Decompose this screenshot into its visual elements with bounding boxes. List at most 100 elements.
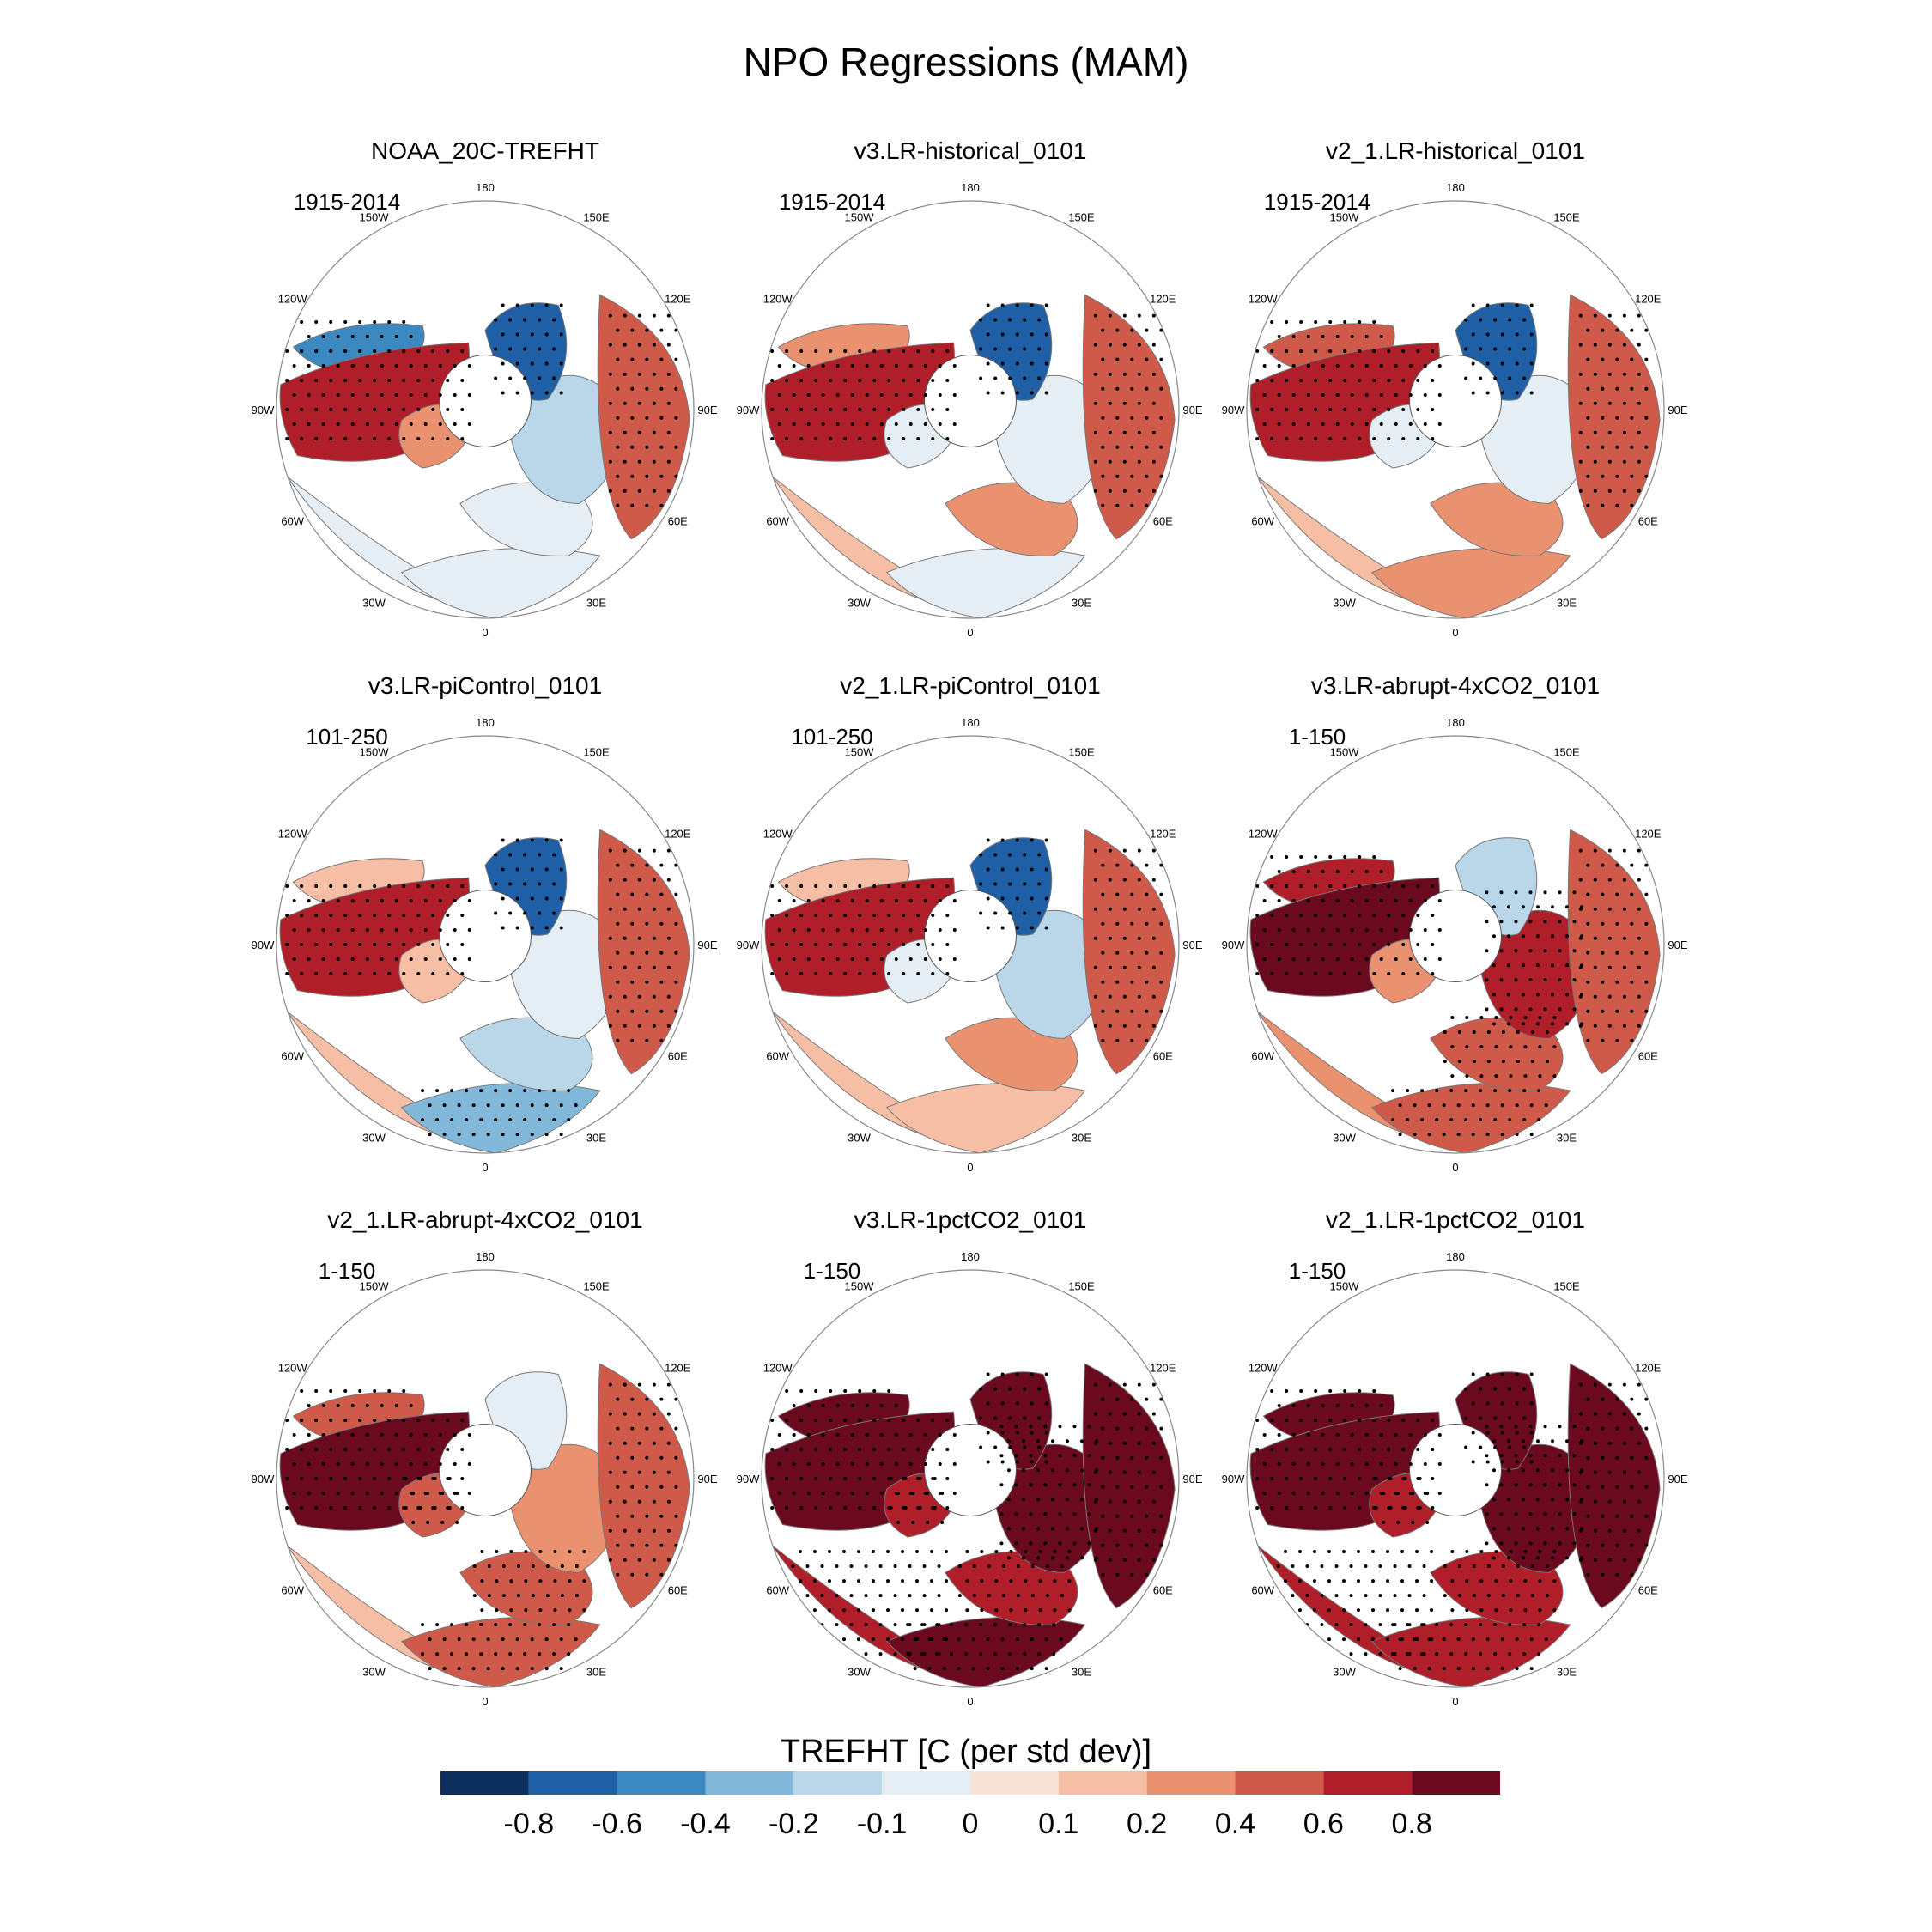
stipple-dot (1471, 1431, 1475, 1435)
stipple-dot (538, 1579, 543, 1583)
stipple-dot (1401, 943, 1406, 946)
stipple-dot (1379, 898, 1383, 902)
stipple-dot (1492, 1498, 1496, 1502)
panel-period: 101-250 (791, 724, 872, 750)
stipple-dot (1387, 972, 1391, 976)
stipple-dot (1341, 1579, 1346, 1583)
stipple-dot (616, 1485, 620, 1489)
stipple-dot (1372, 884, 1376, 888)
region-n_africa (1370, 1616, 1571, 1687)
longitude-label: 60W (1251, 1050, 1274, 1063)
stipple-dot (1572, 1541, 1577, 1546)
stipple-dot (1087, 1512, 1091, 1516)
stipple-dot (1050, 1556, 1054, 1560)
stipple-dot (1350, 869, 1354, 873)
stipple-dot (901, 1550, 905, 1554)
stipple-dot (394, 1492, 398, 1496)
stipple-dot (1093, 343, 1097, 347)
stipple-dot (501, 391, 505, 395)
stipple-dot (1101, 1009, 1105, 1013)
stipple-dot (431, 972, 435, 976)
stipple-dot (1423, 1461, 1427, 1466)
stipple-dot (394, 1461, 398, 1466)
stipple-dot (1006, 1556, 1011, 1560)
stipple-dot (879, 363, 884, 368)
stipple-dot (945, 1579, 949, 1583)
stipple-dot (321, 334, 325, 338)
stipple-dot (1593, 1499, 1597, 1504)
stipple-dot (1093, 313, 1097, 318)
stipple-dot (630, 951, 635, 955)
stipple-dot (1159, 445, 1163, 449)
stipple-dot (1522, 347, 1527, 351)
stipple-dot (1521, 905, 1525, 909)
stipple-dot (1457, 1060, 1461, 1064)
stipple-dot (1501, 1060, 1505, 1064)
stipple-dot (1615, 328, 1619, 332)
stipple-dot (515, 867, 519, 872)
stipple-dot (1411, 1492, 1415, 1496)
stipple-dot (1145, 1543, 1149, 1547)
stipple-dot (864, 1652, 868, 1656)
region-n_africa (400, 1616, 601, 1687)
stipple-dot (829, 972, 833, 976)
stipple-dot (350, 1492, 355, 1496)
stipple-dot (637, 1412, 641, 1416)
stipple-dot (1101, 1426, 1105, 1431)
stipple-dot (1255, 437, 1260, 441)
stipple-dot (1416, 1418, 1420, 1422)
stipple-dot (1328, 408, 1333, 411)
stipple-dot (494, 1118, 498, 1122)
stipple-dot (1108, 1528, 1112, 1533)
stipple-dot (431, 913, 435, 917)
stipple-dot (1485, 1667, 1490, 1671)
stipple-dot (314, 1388, 319, 1393)
stipple-dot (1449, 1652, 1454, 1656)
stipple-dot (915, 1550, 920, 1554)
stipple-dot (1000, 1401, 1005, 1406)
stipple-dot (843, 408, 848, 411)
stipple-dot (1485, 1483, 1489, 1487)
stipple-dot (1401, 1447, 1406, 1451)
stipple-dot (1479, 1387, 1483, 1391)
stipple-dot (979, 1387, 983, 1391)
stipple-dot (812, 1550, 817, 1554)
longitude-label: 150W (845, 211, 875, 224)
stipple-dot (1464, 1623, 1468, 1627)
stipple-dot (1607, 1499, 1612, 1504)
stipple-dot (945, 1447, 950, 1451)
stipple-dot (1053, 1550, 1057, 1554)
stipple-dot (1387, 378, 1391, 382)
stipple-dot (1030, 1460, 1034, 1464)
stipple-dot (1418, 1477, 1422, 1480)
stipple-dot (986, 1372, 990, 1376)
stipple-dot (1328, 319, 1333, 324)
stipple-dot (814, 1388, 818, 1393)
stipple-dot (1615, 1038, 1619, 1042)
stipple-dot (480, 1579, 484, 1583)
stipple-dot (652, 965, 656, 969)
stipple-dot (835, 392, 840, 397)
stipple-dot (292, 392, 296, 397)
stipple-dot (1038, 1579, 1042, 1583)
stipple-dot (820, 1564, 824, 1569)
stipple-dot (307, 1403, 311, 1407)
stipple-dot (457, 1667, 461, 1671)
longitude-label: 90E (697, 404, 717, 416)
stipple-dot (428, 1667, 432, 1671)
stipple-dot (674, 386, 678, 391)
stipple-dot (1586, 1397, 1590, 1401)
stipple-dot (1437, 1432, 1442, 1437)
stipple-dot (1607, 907, 1612, 911)
stipple-dot (1479, 1416, 1483, 1420)
stipple-dot (1349, 1564, 1353, 1569)
stipple-dot (1391, 1623, 1395, 1627)
stipple-dot (1262, 422, 1267, 427)
colorbar-swatch (705, 1771, 794, 1795)
stipple-dot (1101, 416, 1105, 420)
stipple-dot (1108, 1382, 1112, 1387)
stipple-dot (292, 927, 296, 932)
stipple-dot (1050, 1527, 1054, 1531)
stipple-dot (777, 422, 781, 427)
stipple-dot (1378, 1623, 1382, 1627)
